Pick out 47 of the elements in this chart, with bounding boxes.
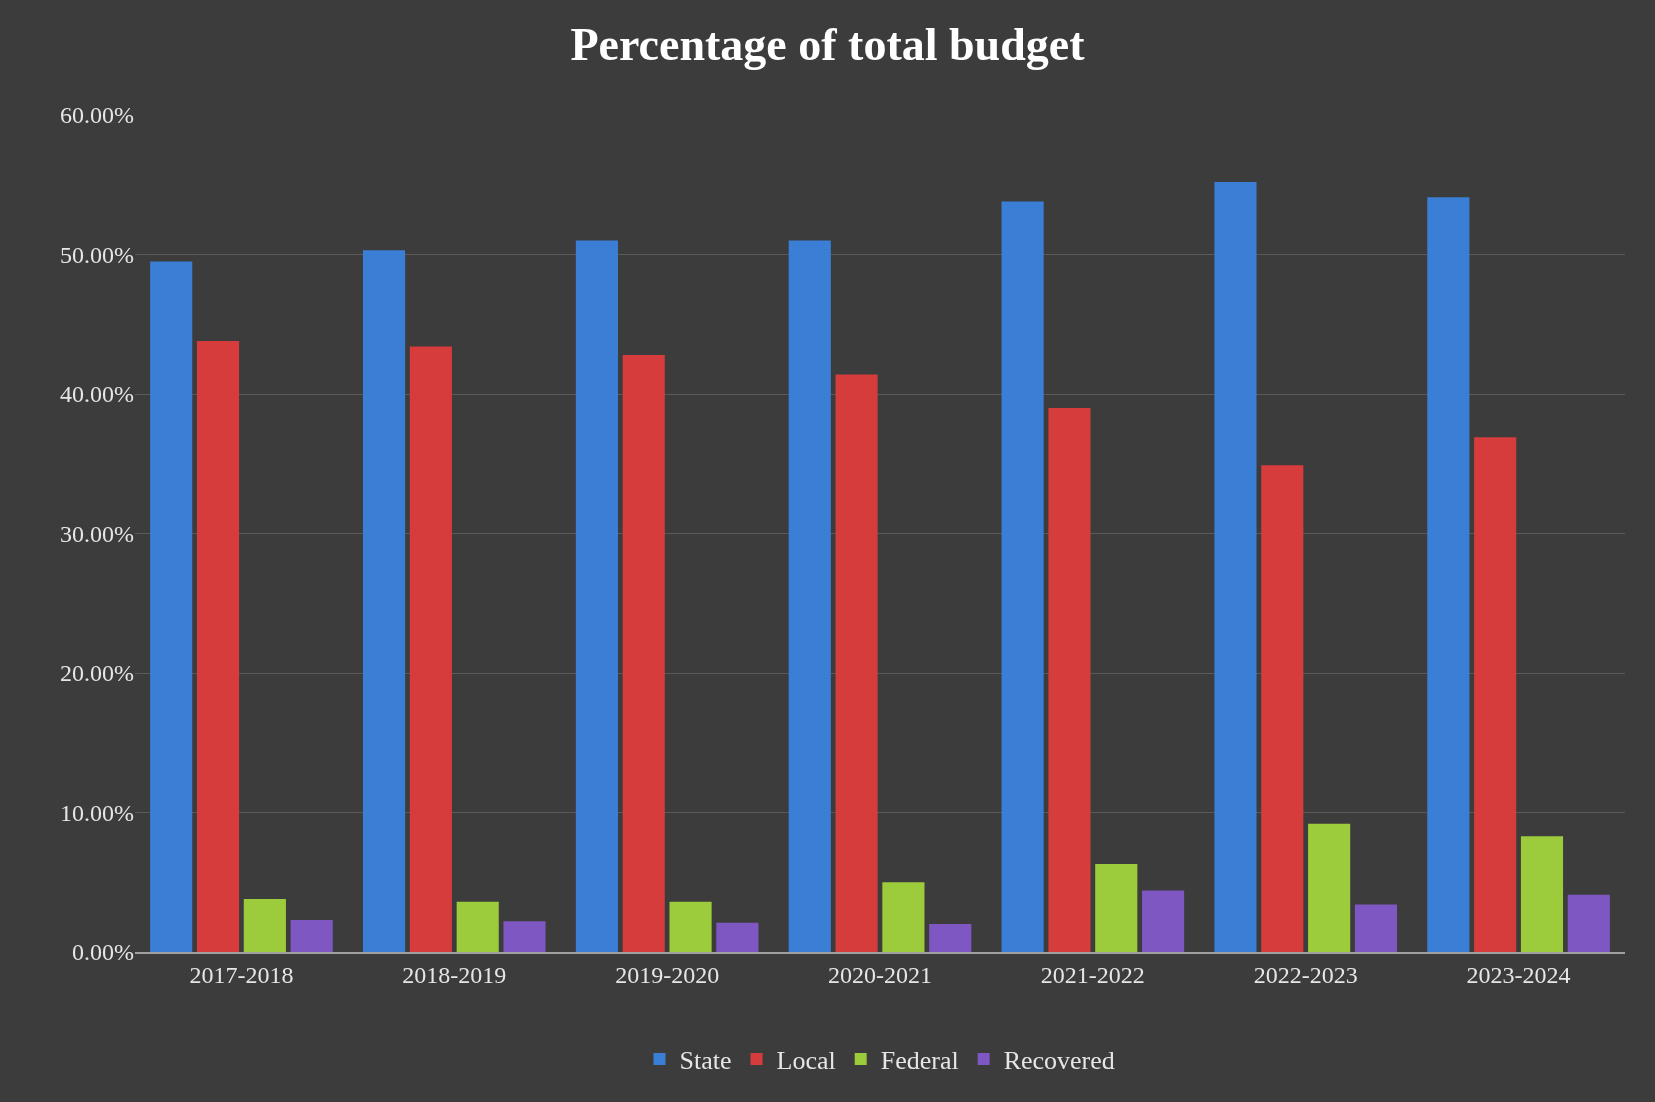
chart-title: Percentage of total budget — [570, 18, 1086, 70]
bar — [575, 240, 618, 952]
legend-label: Recovered — [1003, 1046, 1115, 1076]
bar — [882, 882, 925, 952]
bar — [929, 924, 972, 952]
x-tick-label: 2020-2021 — [828, 961, 932, 988]
bar — [669, 901, 712, 952]
y-tick-label: 50.00% — [60, 241, 134, 268]
bar — [196, 340, 240, 952]
bar — [622, 354, 665, 952]
bar — [1567, 894, 1610, 952]
bar — [1520, 836, 1564, 952]
legend-label: State — [679, 1046, 732, 1076]
bar — [1427, 197, 1470, 952]
x-tick-label: 2017-2018 — [189, 961, 294, 988]
y-tick-label: 40.00% — [60, 381, 134, 408]
bar — [1474, 437, 1517, 952]
y-tick-label: 60.00% — [60, 102, 134, 129]
bar — [716, 922, 759, 952]
bar — [362, 250, 406, 952]
bar — [290, 919, 333, 952]
x-tick-label: 2022-2023 — [1253, 961, 1358, 988]
bar — [1095, 864, 1138, 952]
bar — [788, 240, 831, 952]
x-tick-label: 2018-2019 — [402, 961, 507, 988]
x-tick-label: 2019-2020 — [615, 961, 720, 988]
legend-label: Local — [776, 1046, 836, 1076]
bar — [1354, 904, 1398, 952]
bar — [1001, 201, 1044, 952]
bar — [456, 901, 499, 952]
bar — [409, 346, 452, 952]
x-tick-label: 2023-2024 — [1466, 961, 1571, 988]
y-tick-label: 0.00% — [72, 939, 134, 966]
x-tick-label: 2021-2022 — [1040, 961, 1145, 988]
bar — [243, 898, 286, 952]
bar — [835, 374, 878, 952]
bar — [1261, 465, 1304, 952]
legend-label: Federal — [880, 1046, 959, 1076]
bar — [1142, 890, 1185, 952]
bar — [503, 921, 546, 952]
y-tick-label: 30.00% — [60, 520, 134, 547]
y-tick-label: 20.00% — [60, 660, 134, 687]
bar — [150, 261, 193, 952]
bar — [1048, 407, 1091, 952]
bar — [1214, 181, 1257, 952]
bar — [1308, 823, 1351, 952]
y-tick-label: 10.00% — [60, 799, 134, 826]
